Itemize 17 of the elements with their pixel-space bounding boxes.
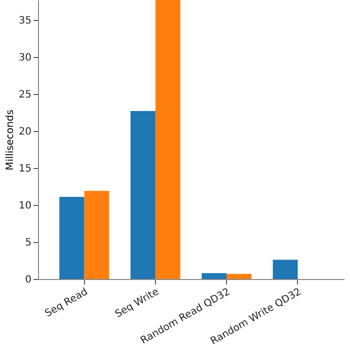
bar	[59, 196, 84, 279]
y-axis-title: Milliseconds	[4, 110, 16, 170]
bar	[226, 274, 252, 279]
y-tick-label: 20	[18, 126, 32, 138]
y-tick-label: 5	[25, 237, 32, 248]
y-tick-label: 25	[18, 89, 32, 100]
y-tick-label: 15	[18, 163, 32, 174]
y-tick-label: 30	[18, 52, 32, 64]
bar	[84, 190, 110, 279]
bar	[202, 273, 227, 279]
bar	[130, 111, 156, 279]
y-tick-label: 0	[25, 274, 32, 286]
y-tick-label: 10	[18, 200, 32, 212]
bar	[155, 0, 180, 279]
y-tick-label: 35	[18, 15, 32, 26]
x-tick-label: Seq Write	[113, 286, 161, 320]
bar	[272, 260, 298, 279]
